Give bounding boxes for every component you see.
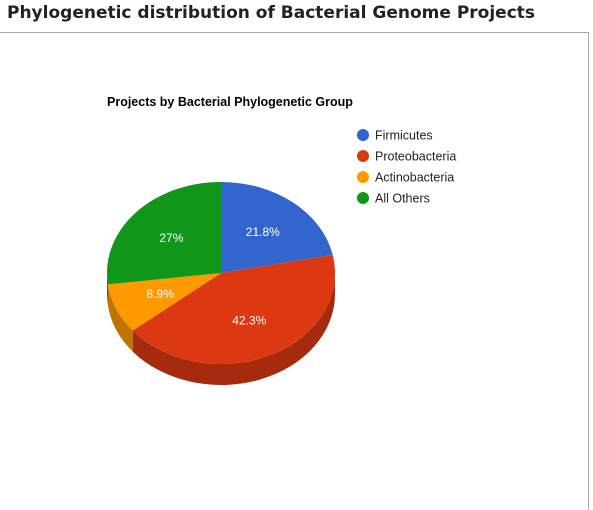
legend-label-firmicutes[interactable]: Firmicutes — [375, 129, 433, 143]
pie-slice-firmicutes[interactable] — [221, 182, 333, 273]
pie-side-proteobacteria — [132, 273, 335, 385]
legend-marker-all-others — [357, 192, 369, 204]
legend: Firmicutes Proteobacteria Actinobacteria Al… — [357, 129, 456, 206]
pie-side-all-others — [107, 273, 108, 306]
page-title: Phylogenetic distribution of Bacterial G… — [7, 3, 536, 23]
slice-label-proteobacteria: 42.3% — [232, 314, 266, 328]
pie-slices — [107, 182, 336, 365]
pie-slice-all-others[interactable] — [107, 182, 221, 285]
legend-label-all-others[interactable]: All Others — [375, 192, 430, 206]
slice-label-all-others: 27% — [159, 231, 183, 245]
pie-slice-proteobacteria[interactable] — [132, 254, 336, 365]
legend-marker-firmicutes — [357, 129, 369, 141]
legend-label-actinobacteria[interactable]: Actinobacteria — [375, 171, 454, 185]
slice-label-firmicutes: 21.8% — [246, 225, 280, 239]
chart-frame — [0, 32, 589, 510]
pie-side-actinobacteria — [107, 284, 133, 352]
legend-label-proteobacteria[interactable]: Proteobacteria — [375, 150, 456, 164]
pie-slice-actinobacteria[interactable] — [107, 273, 221, 331]
pie-sides — [107, 273, 335, 385]
slice-label-actinobacteria: 8.9% — [147, 287, 175, 301]
legend-marker-actinobacteria — [357, 171, 369, 183]
slice-labels: 21.8% 42.3% 8.9% 27% — [147, 225, 281, 328]
legend-marker-proteobacteria — [357, 150, 369, 162]
chart-title: Projects by Bacterial Phylogenetic Group — [107, 95, 353, 109]
